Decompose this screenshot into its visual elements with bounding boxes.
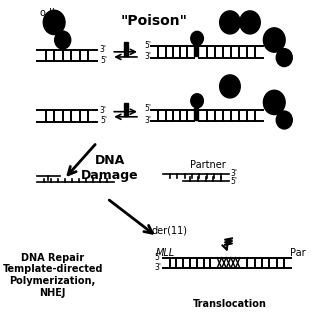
Text: DNA Repair
Template-directed
Polymerization,
NHEJ: DNA Repair Template-directed Polymerizat… xyxy=(3,253,103,298)
Text: 3': 3' xyxy=(144,52,151,61)
Circle shape xyxy=(220,75,240,98)
Text: o II: o II xyxy=(40,8,55,18)
Circle shape xyxy=(43,10,65,35)
Text: 3': 3' xyxy=(230,169,237,178)
Circle shape xyxy=(276,111,292,129)
Text: der(11): der(11) xyxy=(151,225,187,235)
Text: Partner: Partner xyxy=(190,160,226,170)
Circle shape xyxy=(240,11,260,34)
Bar xyxy=(194,43,197,56)
Text: MLL: MLL xyxy=(156,248,175,258)
Text: 5': 5' xyxy=(144,41,151,50)
Bar xyxy=(194,108,197,120)
Text: 3': 3' xyxy=(100,45,107,54)
Text: DNA
Damage: DNA Damage xyxy=(81,154,139,182)
Text: 5': 5' xyxy=(144,104,151,113)
Circle shape xyxy=(191,31,204,45)
Text: Par: Par xyxy=(290,248,306,258)
Bar xyxy=(124,103,128,116)
Circle shape xyxy=(263,28,285,52)
Circle shape xyxy=(191,94,204,108)
Text: 5': 5' xyxy=(230,177,237,186)
Circle shape xyxy=(220,11,240,34)
Circle shape xyxy=(263,90,285,115)
Text: 3': 3' xyxy=(154,263,161,272)
Text: 5': 5' xyxy=(100,56,107,65)
Text: 3': 3' xyxy=(100,106,107,115)
Text: 3': 3' xyxy=(144,116,151,125)
Text: "Poison": "Poison" xyxy=(121,14,188,28)
Text: 5': 5' xyxy=(154,253,161,262)
Text: 5': 5' xyxy=(100,116,107,125)
Bar xyxy=(124,42,128,56)
Circle shape xyxy=(276,49,292,67)
Circle shape xyxy=(55,31,71,49)
Text: Translocation: Translocation xyxy=(193,299,267,309)
